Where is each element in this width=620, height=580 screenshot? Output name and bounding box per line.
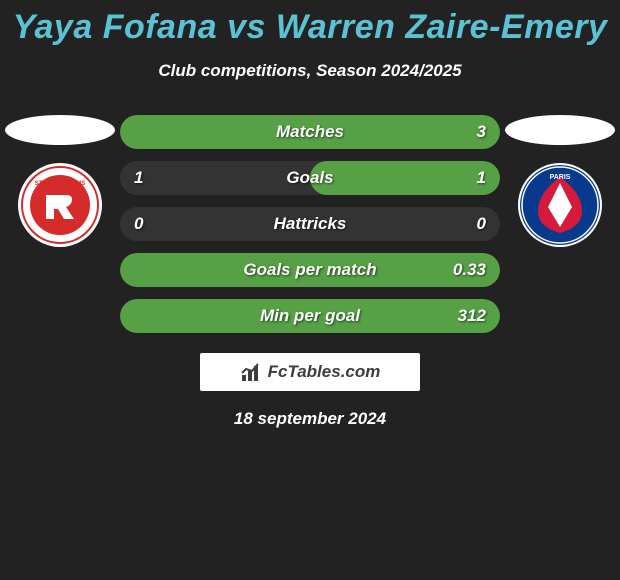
brand-box[interactable]: FcTables.com	[200, 353, 420, 391]
stat-right-value: 0.33	[453, 260, 486, 280]
left-club-badge: STADE DE REIMS	[18, 163, 102, 247]
stat-label: Goals per match	[120, 260, 500, 280]
comparison-container: Yaya Fofana vs Warren Zaire-Emery Club c…	[0, 0, 620, 429]
psg-badge-icon: PARIS	[518, 163, 602, 247]
main-area: STADE DE REIMS Matches3 1Goals1 0Hattricks…	[0, 115, 620, 333]
stat-row: 1Goals1	[120, 161, 500, 195]
svg-text:PARIS: PARIS	[550, 174, 571, 181]
stat-row: Min per goal312	[120, 299, 500, 333]
stat-right-value: 312	[458, 306, 486, 326]
stat-right-value: 1	[477, 168, 486, 188]
stat-label: Hattricks	[120, 214, 500, 234]
page-subtitle: Club competitions, Season 2024/2025	[158, 61, 461, 81]
svg-text:STADE DE REIMS: STADE DE REIMS	[35, 181, 86, 187]
stats-column: Matches3 1Goals1 0Hattricks0 Goals per matc…	[120, 115, 500, 333]
brand-label: FcTables.com	[268, 362, 381, 382]
stat-right-value: 3	[477, 122, 486, 142]
left-player-col: STADE DE REIMS	[0, 115, 120, 247]
date-label: 18 september 2024	[234, 409, 386, 429]
left-badge-wrap: STADE DE REIMS	[18, 163, 102, 247]
right-ellipse	[505, 115, 615, 145]
page-title: Yaya Fofana vs Warren Zaire-Emery	[13, 8, 608, 47]
stat-label: Goals	[120, 168, 500, 188]
stat-label: Matches	[120, 122, 500, 142]
right-club-badge: PARIS	[518, 163, 602, 247]
right-badge-wrap: PARIS	[518, 163, 602, 247]
stat-label: Min per goal	[120, 306, 500, 326]
stat-row: Goals per match0.33	[120, 253, 500, 287]
stat-row: 0Hattricks0	[120, 207, 500, 241]
stat-right-value: 0	[477, 214, 486, 234]
reims-badge-icon: STADE DE REIMS	[18, 163, 102, 247]
right-player-col: PARIS	[500, 115, 620, 247]
chart-icon	[240, 361, 262, 383]
left-ellipse	[5, 115, 115, 145]
stat-row: Matches3	[120, 115, 500, 149]
